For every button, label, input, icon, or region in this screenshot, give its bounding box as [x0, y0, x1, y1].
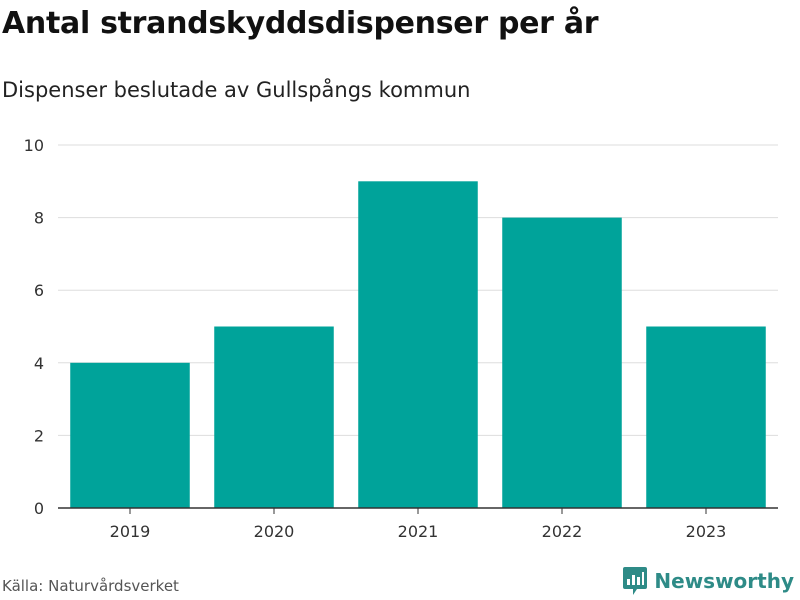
chart-subtitle: Dispenser beslutade av Gullspångs kommun [2, 78, 471, 102]
y-tick-label: 4 [34, 354, 44, 373]
bar-2023 [646, 326, 766, 508]
y-tick-label: 6 [34, 281, 44, 300]
bar-2019 [70, 362, 190, 508]
x-tick-label-2021: 2021 [398, 522, 439, 541]
brand-logo[interactable]: Newsworthy [622, 566, 794, 596]
bar-2021 [358, 181, 478, 509]
y-tick-label: 0 [34, 499, 44, 518]
y-tick-label: 2 [34, 426, 44, 445]
x-tick-label-2023: 2023 [686, 522, 727, 541]
bar-chart: 0 2 4 6 8 10 2019 2020 2021 2022 2023 [24, 136, 778, 541]
bar-2020 [214, 326, 334, 508]
x-tick-label-2020: 2020 [254, 522, 295, 541]
bar-chart-logo-icon [623, 567, 648, 595]
x-tick-label-2019: 2019 [110, 522, 151, 541]
brand-name: Newsworthy [654, 569, 794, 593]
y-tick-label: 10 [24, 136, 44, 155]
bar-2022 [502, 217, 622, 508]
x-tick-label-2022: 2022 [542, 522, 583, 541]
source-note: Källa: Naturvårdsverket [2, 577, 179, 595]
y-tick-label: 8 [34, 209, 44, 228]
axes: 0 2 4 6 8 10 2019 2020 2021 2022 2023 [24, 136, 778, 541]
bars [70, 181, 766, 509]
chart-title: Antal strandskyddsdispenser per år [2, 6, 599, 41]
